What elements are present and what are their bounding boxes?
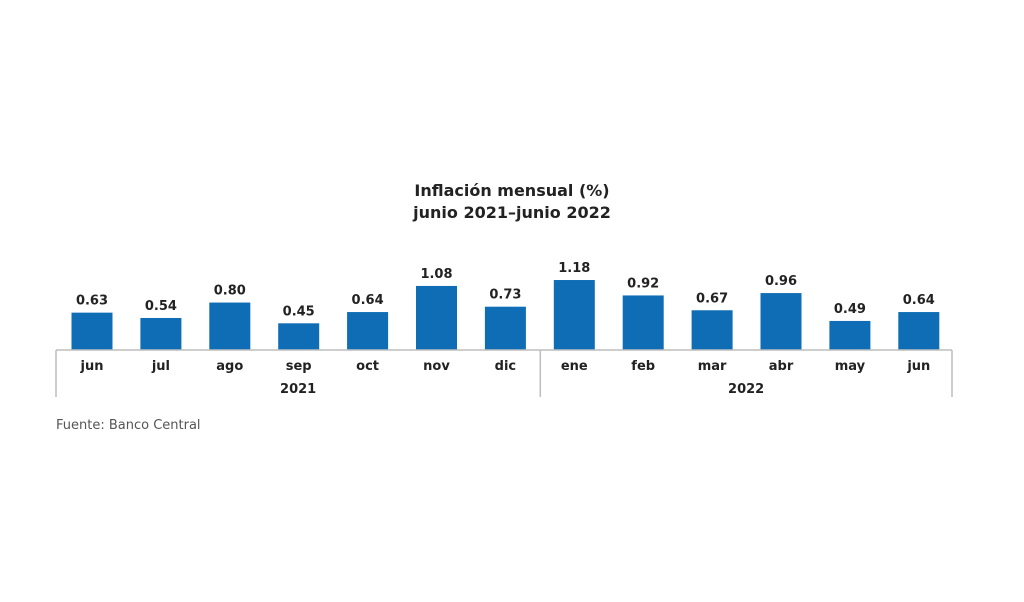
x-tick-label: nov xyxy=(423,359,450,374)
bar-nov xyxy=(416,285,457,350)
value-label: 0.64 xyxy=(903,293,935,308)
x-tick-label: ene xyxy=(561,359,588,374)
chart-title: Inflación mensual (%) xyxy=(414,181,609,200)
value-label: 0.49 xyxy=(834,302,866,317)
x-tick-label: may xyxy=(835,359,866,374)
x-tick-label: mar xyxy=(698,359,727,374)
group-label-2022: 2022 xyxy=(728,382,764,397)
value-label: 0.92 xyxy=(627,276,659,291)
group-label-2021: 2021 xyxy=(280,382,316,397)
value-label: 0.54 xyxy=(145,299,177,314)
chart-subtitle: junio 2021–junio 2022 xyxy=(412,203,611,222)
bar-sep xyxy=(278,323,320,350)
bar-jun xyxy=(898,312,940,350)
x-tick-label: jun xyxy=(906,359,930,374)
x-tick-label: jul xyxy=(151,359,170,374)
value-label: 1.18 xyxy=(558,261,590,276)
bar-jul xyxy=(140,317,182,350)
x-tick-label: jun xyxy=(80,359,104,374)
value-label: 0.73 xyxy=(489,288,521,303)
value-label: 0.80 xyxy=(214,284,246,299)
value-label: 0.67 xyxy=(696,291,728,306)
bar-jun xyxy=(71,312,113,350)
bar-may xyxy=(829,320,871,350)
x-tick-label: sep xyxy=(286,359,312,374)
source-note: Fuente: Banco Central xyxy=(56,418,201,433)
bar-ene xyxy=(553,280,595,350)
value-label: 0.96 xyxy=(765,274,797,289)
value-label: 0.63 xyxy=(76,294,108,309)
bar-ago xyxy=(209,302,251,350)
x-tick-label: feb xyxy=(631,359,655,374)
value-label: 0.64 xyxy=(352,293,384,308)
bar-mar xyxy=(691,310,733,350)
bar-oct xyxy=(347,312,389,350)
x-tick-label: dic xyxy=(495,359,516,374)
bar-feb xyxy=(622,295,664,350)
x-tick-label: abr xyxy=(769,359,794,374)
value-label: 1.08 xyxy=(420,267,452,282)
bar-abr xyxy=(760,293,802,350)
bar-dic xyxy=(484,306,526,350)
x-tick-label: oct xyxy=(356,359,379,374)
value-label: 0.45 xyxy=(283,304,315,319)
x-tick-label: ago xyxy=(216,359,243,374)
